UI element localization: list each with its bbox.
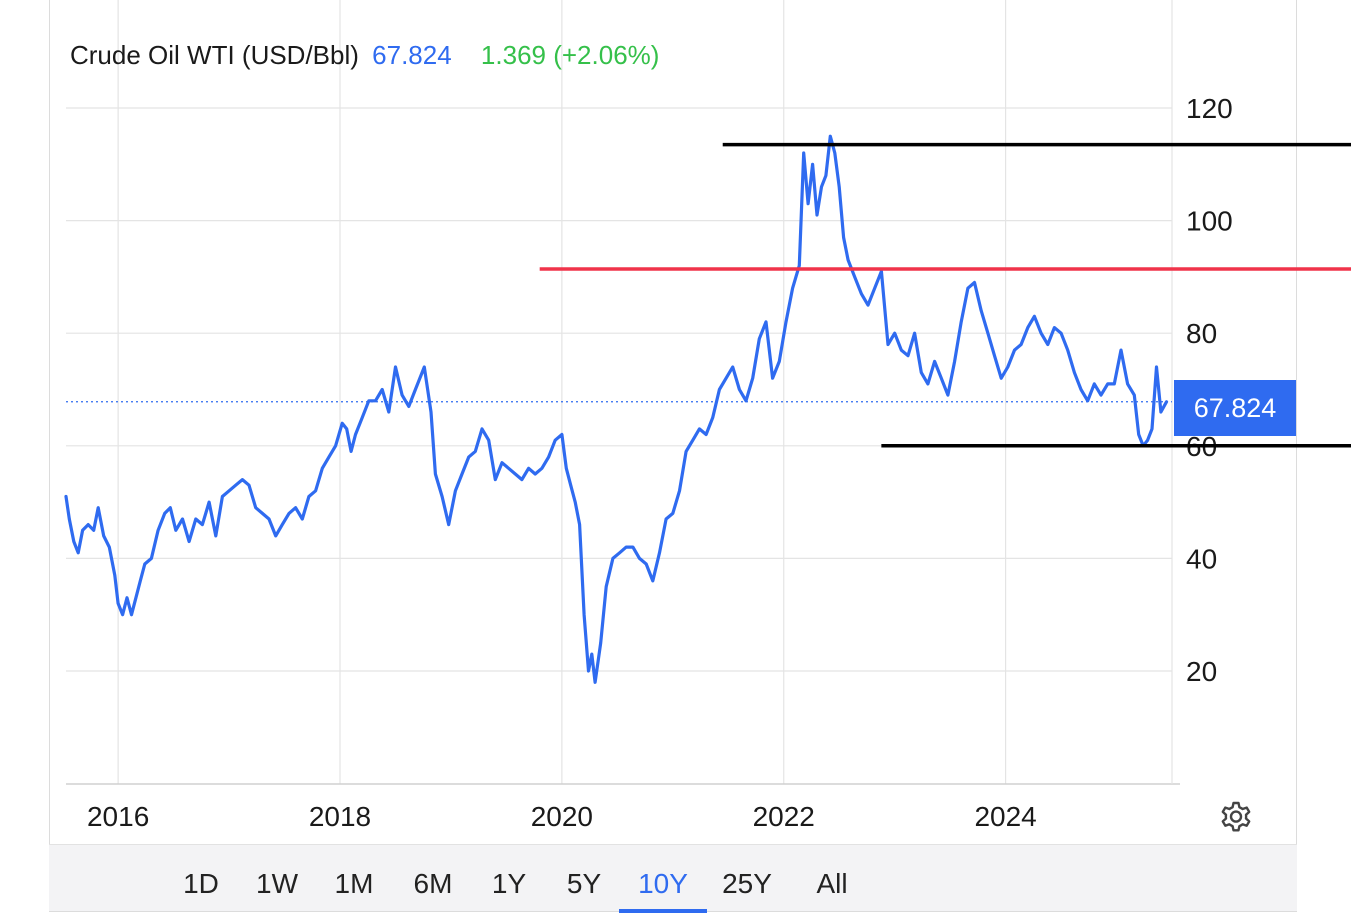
gear-icon[interactable] (1217, 798, 1255, 836)
range-button-25y[interactable]: 25Y (722, 868, 772, 899)
y-tick-label: 40 (1186, 543, 1217, 574)
y-tick-label: 20 (1186, 656, 1217, 687)
card-border-left (49, 0, 50, 910)
time-range-bar: 1D 1W 1M 6M 1Y 5Y 10Y 25Y All (49, 844, 1297, 913)
y-tick-label: 120 (1186, 93, 1233, 124)
range-button-1m[interactable]: 1M (334, 868, 374, 899)
legend-instrument-name: Crude Oil WTI (USD/Bbl) (70, 40, 359, 70)
x-tick-label: 2016 (87, 801, 149, 832)
card-border-right (1296, 0, 1297, 910)
range-button-1y[interactable]: 1Y (491, 868, 527, 899)
range-button-1w[interactable]: 1W (256, 868, 298, 899)
chart-legend: Crude Oil WTI (USD/Bbl) 67.824 1.369 (+2… (70, 40, 659, 71)
x-tick-label: 2020 (531, 801, 593, 832)
legend-change: 1.369 (+2.06%) (480, 40, 660, 70)
range-button-10y[interactable]: 10Y (619, 845, 707, 913)
x-tick-label: 2022 (753, 801, 815, 832)
range-button-all[interactable]: All (816, 868, 848, 899)
x-tick-label: 2024 (974, 801, 1036, 832)
range-button-5y[interactable]: 5Y (566, 868, 602, 899)
x-tick-label: 2018 (309, 801, 371, 832)
y-tick-label: 80 (1186, 318, 1217, 349)
legend-price: 67.824 (372, 40, 452, 70)
price-series-line (64, 134, 1169, 684)
range-button-6m[interactable]: 6M (413, 868, 453, 899)
current-price-tag: 67.824 (1174, 380, 1296, 436)
y-tick-label: 100 (1186, 206, 1233, 237)
range-button-1d[interactable]: 1D (183, 868, 219, 899)
